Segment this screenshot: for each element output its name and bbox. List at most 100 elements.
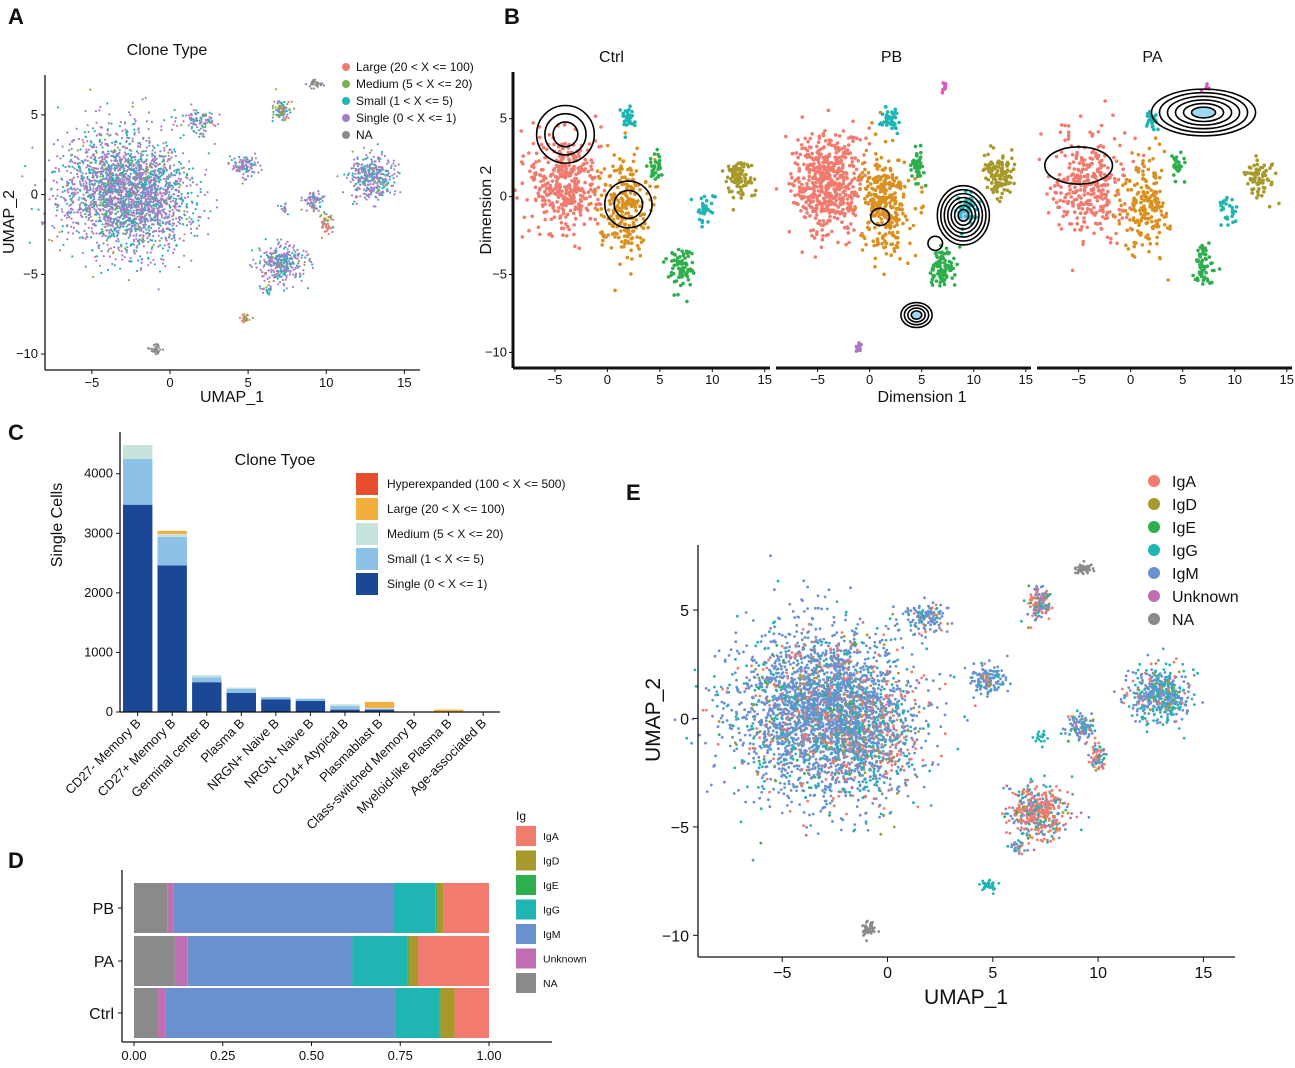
panel-b-point	[677, 260, 682, 264]
panel-a-point	[323, 222, 326, 225]
panel-a-point	[164, 180, 168, 183]
panel-a-point	[272, 269, 275, 272]
panel-a-point	[242, 320, 245, 323]
panel-a-point	[121, 129, 124, 132]
panel-b-point	[522, 215, 527, 220]
panel-a-point	[150, 178, 153, 182]
panel-a-point	[165, 227, 168, 230]
panel-b-point	[730, 179, 735, 184]
panel-a-point	[110, 154, 113, 157]
panel-a-point	[71, 232, 74, 235]
panel-a-point	[381, 191, 384, 194]
panel-b-point	[548, 191, 553, 196]
panel-a-point	[181, 114, 184, 117]
panel-a-point	[156, 218, 159, 221]
panel-a-point	[85, 172, 88, 175]
panel-a-point	[381, 194, 384, 197]
panel-a-point	[199, 116, 202, 119]
panel-a-point	[109, 175, 112, 178]
panel-b-point	[559, 220, 564, 225]
panel-a-point	[170, 128, 173, 131]
panel-a-point	[351, 172, 354, 175]
panel-a-point	[129, 152, 133, 156]
panel-b-point	[794, 151, 799, 155]
panel-a-point	[91, 154, 94, 157]
panel-a-point	[132, 218, 135, 221]
panel-a-point	[95, 180, 98, 183]
panel-a-point	[106, 237, 109, 240]
panel-a-point	[321, 196, 324, 199]
panel-a-point	[292, 107, 296, 110]
panel-a-point	[331, 230, 334, 234]
panel-a-point	[106, 188, 109, 191]
panel-a-point	[56, 139, 59, 142]
panel-a-point	[129, 257, 132, 260]
panel-a-point	[131, 214, 134, 217]
panel-a-point	[148, 234, 151, 237]
panel-b-point	[617, 200, 621, 204]
panel-a-point	[63, 214, 66, 217]
panel-a-point	[172, 123, 175, 126]
panel-a-point	[115, 167, 118, 170]
panel-a-point	[345, 176, 348, 179]
panel-b-point	[625, 118, 629, 123]
panel-b-point	[613, 288, 617, 293]
panel-a-point	[141, 215, 144, 218]
panel-a-point	[93, 255, 97, 258]
panel-a-point	[118, 152, 121, 155]
panel-a-point	[357, 178, 360, 181]
panel-b-point	[686, 278, 691, 282]
panel-a-point	[239, 167, 242, 170]
panel-a-point	[160, 257, 163, 261]
panel-a-point	[107, 235, 110, 238]
panel-a-point	[208, 111, 211, 114]
panel-b-point	[569, 167, 574, 172]
panel-b-point	[570, 189, 575, 194]
panel-b-point	[833, 133, 838, 137]
panel-a-point	[196, 194, 199, 198]
panel-a-point	[175, 124, 179, 127]
panel-a-point	[150, 152, 154, 155]
panel-a-point	[109, 199, 112, 202]
panel-a-point	[114, 207, 117, 210]
panel-a-point	[98, 216, 101, 219]
panel-a-point	[138, 203, 142, 206]
panel-a-point	[66, 225, 69, 228]
panel-a-point	[141, 153, 144, 157]
panel-a-point	[112, 203, 115, 206]
panel-b-point	[593, 217, 597, 222]
panel-b-point	[593, 189, 597, 194]
panel-b-point	[544, 209, 549, 214]
panel-a-point	[123, 247, 126, 250]
panel-a-point	[187, 192, 190, 195]
panel-a-point	[82, 162, 85, 165]
panel-a-point	[142, 168, 145, 171]
panel-b-point	[564, 215, 568, 219]
panel-a-point	[95, 220, 98, 223]
panel-a-point	[90, 227, 93, 230]
panel-a-point	[103, 158, 106, 161]
panel-a-point	[287, 260, 290, 263]
panel-a-point	[158, 230, 161, 233]
panel-a-point	[393, 172, 396, 176]
panel-a-point	[161, 169, 164, 172]
panel-a-point	[31, 146, 34, 149]
panel-b-point	[538, 173, 542, 177]
panel-a-point	[165, 144, 168, 147]
panel-a-point	[190, 232, 193, 235]
panel-a-point	[150, 248, 153, 251]
panel-b-point	[578, 213, 583, 217]
panel-a-point	[100, 250, 103, 253]
panel-a-point	[142, 202, 145, 205]
panel-a-point	[68, 143, 71, 146]
panel-a-point	[56, 206, 59, 209]
panel-a-point	[150, 205, 153, 208]
panel-label-c: C	[8, 420, 24, 445]
panel-a-point	[205, 118, 208, 121]
panel-a-point	[100, 271, 103, 275]
panel-a-point	[197, 219, 200, 222]
panel-a-point	[174, 154, 177, 158]
panel-b-point	[578, 193, 583, 198]
panel-b-point	[843, 155, 848, 160]
panel-a-point	[300, 208, 303, 211]
